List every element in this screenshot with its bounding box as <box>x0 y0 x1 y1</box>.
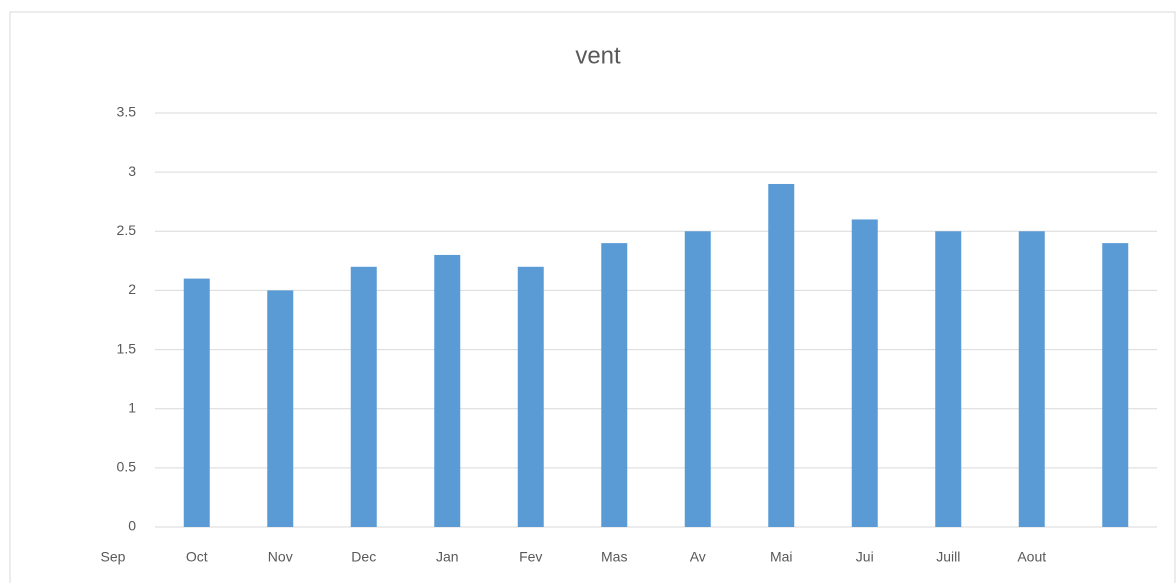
x-tick-label: Av <box>690 549 706 565</box>
y-tick-label: 2 <box>128 281 136 297</box>
y-tick-label: 1 <box>128 399 136 415</box>
x-tick-label: Fev <box>519 549 542 565</box>
chart-title: vent <box>575 42 621 69</box>
bar <box>517 266 544 527</box>
bar <box>267 290 294 527</box>
bar <box>768 183 795 527</box>
y-tick-label: 3.5 <box>117 104 137 120</box>
x-tick-label: Jui <box>856 549 874 565</box>
x-tick-label: Sep <box>101 549 126 565</box>
x-tick-label: Mas <box>601 549 627 565</box>
y-tick-label: 2.5 <box>117 222 137 238</box>
bar <box>434 254 461 527</box>
bar <box>1018 231 1045 528</box>
y-tick-label: 0.5 <box>117 459 137 475</box>
x-tick-label: Jan <box>436 549 459 565</box>
x-tick-label: Dec <box>351 549 376 565</box>
y-tick-label: 0 <box>128 518 136 534</box>
x-tick-label: Oct <box>186 549 208 565</box>
bar <box>684 231 711 528</box>
bar <box>601 243 628 527</box>
x-tick-label: Nov <box>268 549 293 565</box>
x-tick-label: Juill <box>936 549 960 565</box>
bar <box>1102 243 1129 527</box>
bar <box>935 231 962 528</box>
x-tick-label: Aout <box>1017 549 1046 565</box>
bar <box>851 219 878 527</box>
bar <box>183 278 210 527</box>
y-tick-label: 1.5 <box>117 340 137 356</box>
x-tick-label: Mai <box>770 549 793 565</box>
bar <box>350 266 377 527</box>
y-tick-label: 3 <box>128 163 136 179</box>
